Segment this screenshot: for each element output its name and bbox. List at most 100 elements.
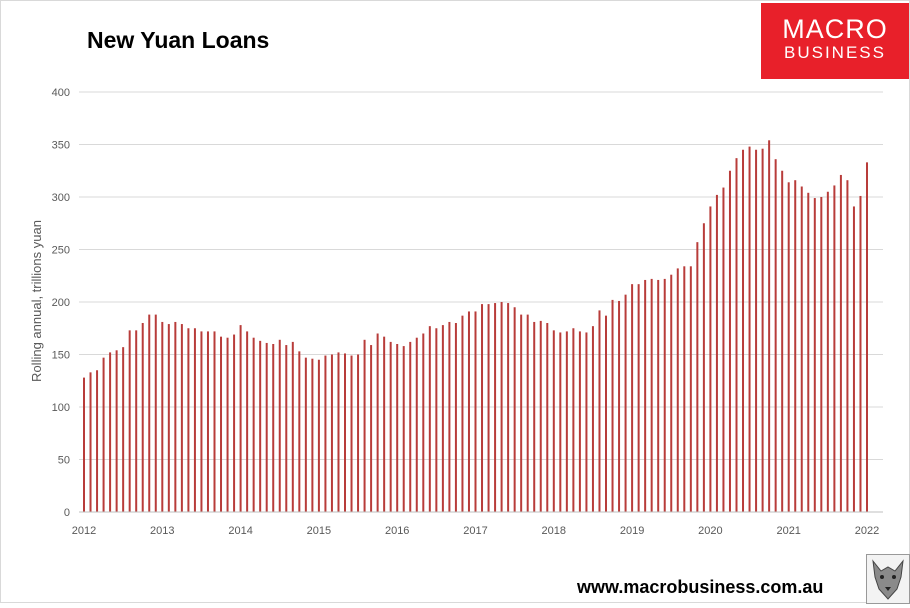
bar-series: [83, 140, 868, 513]
bar: [520, 314, 523, 512]
bar: [213, 331, 216, 512]
bar: [389, 341, 392, 512]
bar: [272, 344, 275, 512]
bar: [859, 195, 862, 512]
logo-line-macro: MACRO: [782, 14, 888, 44]
bar: [141, 323, 144, 512]
bar: [396, 344, 399, 512]
bar: [565, 331, 568, 512]
y-axis-ticks: 0 50 100 150 200 250 300 350 400: [52, 87, 70, 519]
bar: [291, 341, 294, 512]
bar: [428, 326, 431, 512]
bar: [781, 170, 784, 512]
bar: [115, 350, 118, 512]
bar: [846, 180, 849, 512]
bar: [128, 330, 131, 512]
bar: [657, 279, 660, 512]
bar: [441, 325, 444, 512]
bar: [311, 358, 314, 512]
x-tick-label: 2012: [72, 525, 96, 537]
x-tick-label: 2016: [385, 525, 409, 537]
x-tick-label: 2018: [542, 525, 566, 537]
bar: [122, 347, 125, 512]
bar: [135, 330, 138, 512]
bar: [448, 321, 451, 512]
bar: [768, 140, 771, 513]
bar: [559, 332, 562, 512]
y-tick-label: 0: [64, 507, 70, 519]
y-axis-label: Rolling annual, trillions yuan: [29, 220, 44, 382]
bar: [644, 279, 647, 512]
bar: [83, 377, 85, 512]
bar: [670, 274, 673, 512]
bar: [533, 321, 536, 512]
x-tick-label: 2014: [228, 525, 252, 537]
bar: [689, 266, 692, 512]
bar: [467, 311, 470, 512]
bar: [161, 321, 164, 512]
bar: [507, 303, 510, 512]
bar: [591, 326, 594, 512]
y-tick-label: 150: [52, 350, 70, 362]
bar: [109, 352, 112, 512]
bar: [154, 314, 157, 512]
website-url[interactable]: www.macrobusiness.com.au: [577, 577, 824, 597]
bar: [742, 149, 745, 512]
bar: [820, 197, 823, 512]
macrobusiness-logo: MACRO BUSINESS: [761, 3, 909, 79]
y-tick-label: 400: [52, 87, 70, 99]
bar: [233, 334, 236, 512]
y-tick-label: 200: [52, 297, 70, 309]
bar: [317, 359, 320, 512]
wolf-logo: [866, 554, 910, 604]
bar: [813, 198, 816, 513]
bar: [794, 180, 797, 512]
x-tick-label: 2021: [776, 525, 800, 537]
bar: [709, 206, 712, 512]
bar: [200, 331, 203, 512]
bar: [663, 278, 666, 512]
bar: [187, 328, 190, 512]
bar: [357, 354, 360, 512]
bar: [787, 182, 790, 513]
wolf-icon: [872, 559, 904, 600]
bar: [748, 146, 751, 512]
bar: [624, 294, 627, 512]
bar: [761, 148, 764, 512]
bar: [852, 206, 855, 512]
bar: [422, 333, 425, 512]
bar: [174, 321, 177, 512]
bar: [206, 331, 209, 512]
bar: [513, 307, 516, 512]
bar: [193, 328, 196, 512]
y-tick-label: 250: [52, 245, 70, 257]
bar: [676, 268, 679, 512]
bar: [324, 355, 327, 512]
bar: [500, 302, 503, 512]
bar: [89, 372, 92, 512]
bar: [370, 345, 373, 512]
bar: [435, 328, 438, 512]
x-tick-label: 2015: [307, 525, 331, 537]
bar: [402, 346, 405, 512]
bar: [833, 185, 836, 512]
bar: [702, 223, 705, 512]
bar: [774, 159, 777, 512]
bar: [278, 339, 281, 512]
bar: [148, 314, 151, 512]
x-tick-label: 2017: [463, 525, 487, 537]
bar: [637, 284, 640, 512]
bar: [337, 352, 340, 512]
bar: [220, 336, 223, 512]
bar: [839, 174, 842, 512]
bar: [598, 310, 601, 512]
bar: [578, 331, 581, 512]
bar: [585, 332, 588, 512]
bar: [180, 324, 183, 512]
bar: [252, 337, 255, 512]
bar: [494, 303, 497, 512]
bar: [239, 325, 242, 512]
bar: [461, 315, 464, 512]
x-tick-label: 2022: [855, 525, 879, 537]
